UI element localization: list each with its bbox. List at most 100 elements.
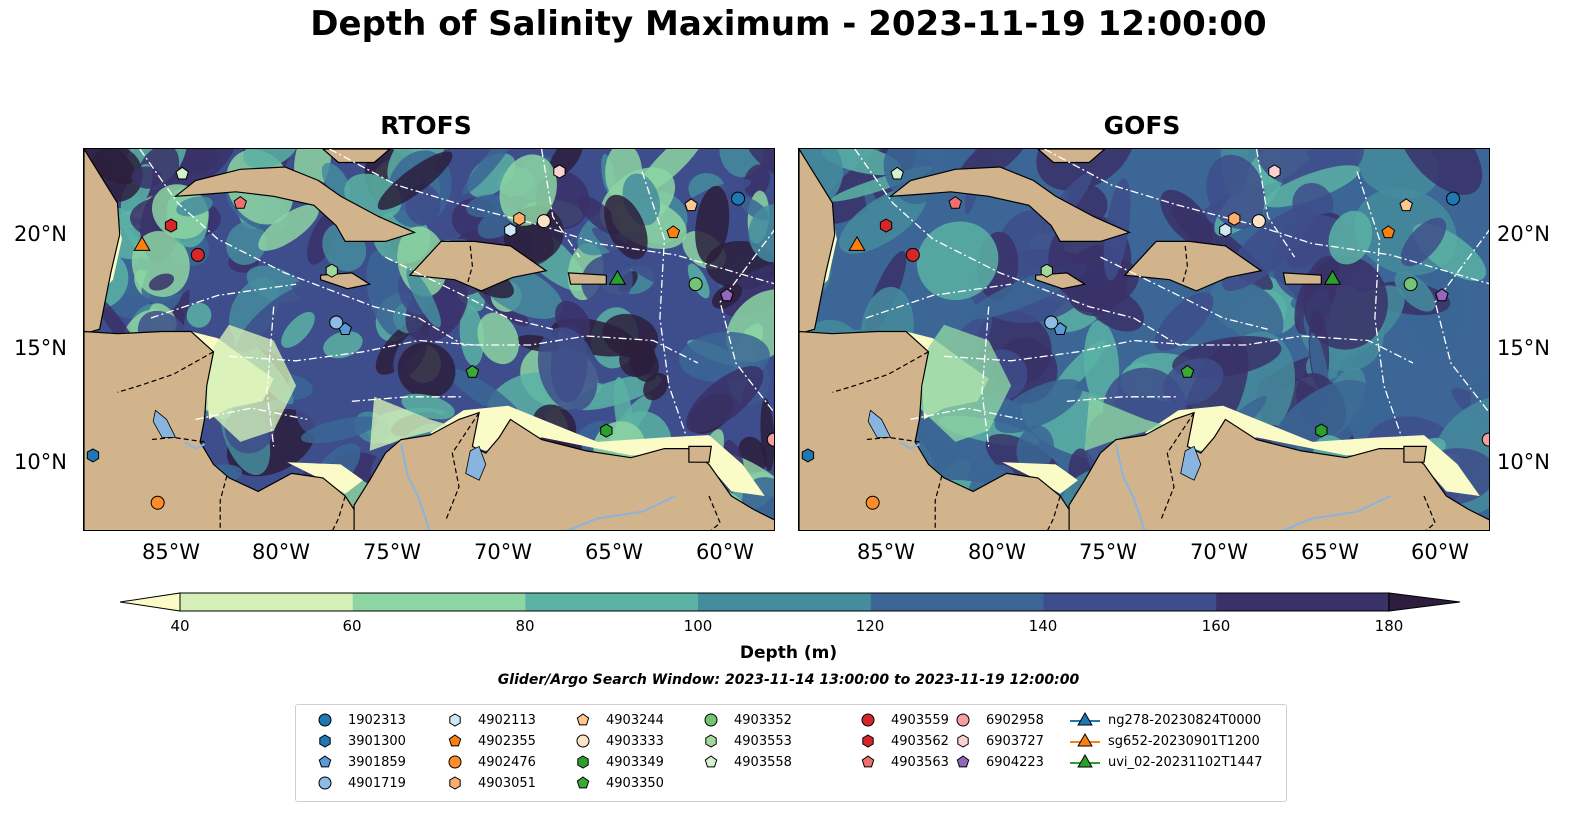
depth-patch <box>321 162 351 200</box>
eez-boundary <box>910 407 1023 421</box>
marker-1902313 <box>731 191 746 206</box>
legend-label: 4902113 <box>478 712 536 728</box>
depth-patch <box>1154 292 1214 351</box>
lon-label-75w-left: 75°W <box>363 540 421 564</box>
depth-patch <box>839 186 927 254</box>
legend-marker-icon <box>704 755 718 768</box>
marker-4903558 <box>175 166 189 180</box>
colorbar-segment <box>870 593 1044 611</box>
eez-boundary <box>229 339 475 362</box>
colorbar-segment <box>698 593 872 611</box>
marker-6904223 <box>720 288 734 302</box>
marker-4903349 <box>600 423 613 438</box>
lat-label-10n-left: 10°N <box>14 450 67 474</box>
country-border <box>332 495 346 530</box>
map-rtofs[interactable] <box>83 148 775 531</box>
marker-4903349 <box>1315 423 1328 438</box>
legend-label: ng278-20230824T0000 <box>1108 712 1262 728</box>
eez-boundary <box>1434 229 1489 414</box>
marker-sg652-20230901T1200 <box>848 235 866 251</box>
eez-boundary <box>719 229 774 414</box>
marker-4903562 <box>879 218 893 233</box>
depth-patch <box>377 151 453 210</box>
legend-marker-icon <box>576 734 590 748</box>
shelf-area <box>287 462 363 494</box>
map-gofs[interactable] <box>798 148 1490 531</box>
depth-patch <box>401 393 455 420</box>
depth-patch <box>258 204 319 251</box>
depth-patch <box>743 164 771 198</box>
legend-label: 4901719 <box>348 775 406 791</box>
legend-marker-icon <box>449 776 461 790</box>
depth-patch <box>243 149 298 169</box>
eez-boundary <box>1255 149 1296 258</box>
depth-patch <box>748 204 774 263</box>
bahamas-land <box>1036 149 1106 164</box>
marker-1902313 <box>1446 191 1461 206</box>
legend-item: 4903558 <box>694 753 792 771</box>
colorbar-segment <box>1216 593 1390 611</box>
colorbar-segment <box>180 593 354 611</box>
legend-marker-icon <box>576 713 590 726</box>
legend-item: 3901859 <box>308 753 406 771</box>
legend-item: 4903559 <box>851 711 949 729</box>
depth-patch <box>406 267 441 328</box>
marker-6903727 <box>1268 164 1281 179</box>
legend-item: 4903349 <box>566 753 664 771</box>
legend-marker-icon <box>318 776 332 790</box>
observation-markers <box>801 164 1489 510</box>
legend-item: 4903563 <box>851 753 949 771</box>
depth-patch <box>643 372 669 401</box>
legend-label: 3901859 <box>348 754 406 770</box>
depth-patch <box>747 149 774 181</box>
legend-item: 4902355 <box>438 732 536 750</box>
land <box>799 149 1489 530</box>
depth-patch <box>323 331 363 359</box>
depth-patch <box>994 379 1083 434</box>
marker-4902113 <box>1219 223 1232 238</box>
marker-4903559 <box>190 247 205 262</box>
country-border <box>1182 245 1189 283</box>
marker-4903333 <box>1251 214 1266 229</box>
depth-patch <box>604 194 648 260</box>
marker-6902958 <box>1481 432 1489 447</box>
colorbar-tick: 60 <box>342 617 362 635</box>
country-border <box>467 245 474 283</box>
legend-marker-icon <box>862 734 874 748</box>
country-border <box>865 436 920 443</box>
legend-marker-icon <box>1070 753 1100 768</box>
lon-label-75w-right: 75°W <box>1079 540 1137 564</box>
colorbar-tick: 120 <box>855 617 885 635</box>
marker-4901719 <box>329 315 344 330</box>
legend-item: 6902958 <box>946 711 1044 729</box>
legend-label: 1902313 <box>348 712 406 728</box>
legend-label: 4903349 <box>606 754 664 770</box>
river <box>1281 495 1391 530</box>
legend-marker-icon <box>956 755 970 768</box>
legend-item: 4903244 <box>566 711 664 729</box>
marker-4903559 <box>905 247 920 262</box>
eez-boundary <box>1356 171 1403 438</box>
depth-patch <box>572 374 662 411</box>
depth-patch <box>1470 367 1489 411</box>
depth-patch <box>1016 425 1054 473</box>
depth-patch <box>638 149 706 194</box>
river <box>183 441 205 450</box>
map-canvas <box>799 149 1489 530</box>
eez-boundary <box>195 407 308 421</box>
colorbar-tick: 180 <box>1374 617 1404 635</box>
marker-4903562 <box>164 218 178 233</box>
marker-3901300 <box>86 448 100 463</box>
marker-uvi_02-20231102T1447 <box>608 269 627 285</box>
legend-label: uvi_02-20231102T1447 <box>1108 754 1263 770</box>
eez-boundary <box>1066 396 1179 402</box>
hispaniola-land <box>408 240 548 292</box>
panel-title-rtofs: RTOFS <box>380 111 472 140</box>
country-border <box>445 412 480 521</box>
legend-marker-icon <box>861 755 875 768</box>
legend-marker-icon <box>318 755 332 768</box>
legend-label: 4903350 <box>606 775 664 791</box>
marker-4902113 <box>504 223 517 238</box>
panel-title-gofs: GOFS <box>1103 111 1181 140</box>
depth-patch <box>537 327 598 412</box>
